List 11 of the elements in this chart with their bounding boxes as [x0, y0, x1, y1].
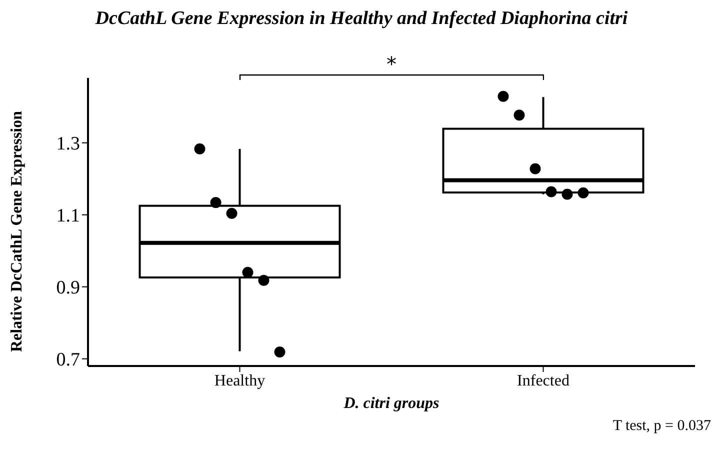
- x-tick-label: Healthy: [214, 372, 266, 390]
- x-axis-title: D. citri groups: [342, 395, 440, 412]
- y-tick-label: 1.1: [56, 206, 80, 227]
- y-tick-label: 0.7: [56, 350, 80, 371]
- y-tick-label: 1.3: [56, 134, 80, 155]
- text: *: [386, 52, 398, 76]
- x-tick-label: Infected: [517, 372, 570, 390]
- chart-title: DcCathL Gene Expression in Healthy and Infected Diaphorina citri: [94, 8, 629, 31]
- y-axis-title: Relative DcCathL Gene Expression: [8, 110, 26, 352]
- y-tick-label: 0.9: [56, 278, 80, 299]
- text: T test, p = 0.037: [612, 418, 712, 435]
